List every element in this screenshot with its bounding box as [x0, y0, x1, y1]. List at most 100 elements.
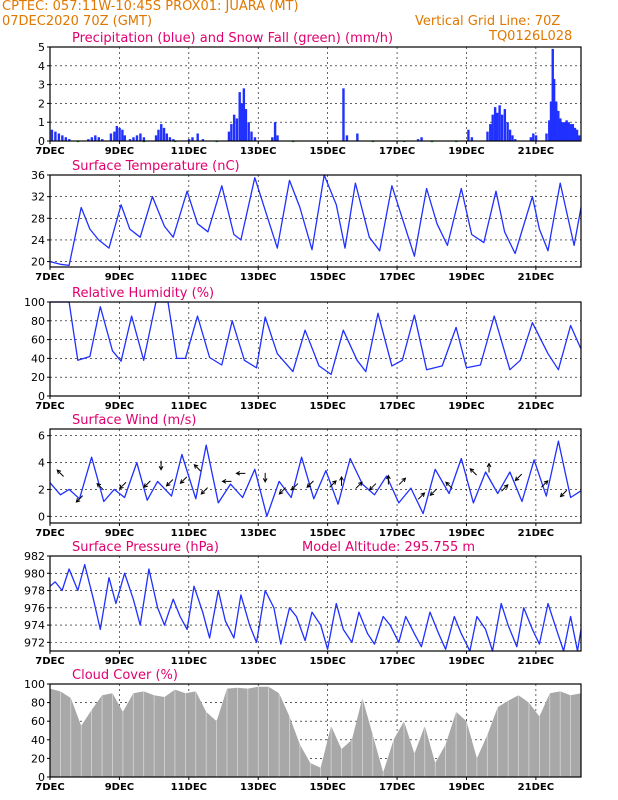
wind-vector: [445, 481, 453, 489]
y-tick-label: 3: [38, 79, 45, 92]
x-tick-label: 19DEC: [448, 782, 484, 793]
wind-vector: [235, 470, 246, 476]
x-tick-label: 17DEC: [379, 656, 415, 667]
y-tick-label: 6: [38, 430, 45, 443]
x-tick-label: 15DEC: [309, 401, 345, 412]
x-tick-label: 9DEC: [105, 528, 134, 539]
wind-vector: [368, 483, 377, 491]
bar: [500, 114, 504, 141]
bar: [573, 127, 577, 141]
y-tick-label: 100: [24, 296, 45, 309]
wind-vector: [541, 480, 549, 488]
panel-title: Surface Wind (m/s): [72, 413, 196, 428]
series-line: [49, 563, 582, 652]
panel-title: Precipitation (blue) and Snow Fall (gree…: [72, 31, 393, 46]
panel-annotation: Model Altitude: 295.755 m: [302, 540, 475, 555]
bar: [113, 131, 116, 141]
bar: [61, 135, 64, 141]
x-tick-label: 9DEC: [105, 146, 134, 157]
bar: [227, 131, 231, 141]
y-tick-label: 972: [24, 636, 45, 649]
bar: [467, 129, 470, 141]
x-tick-label: 15DEC: [309, 272, 345, 283]
bar: [162, 127, 166, 141]
bar: [118, 127, 121, 141]
header-grid-line: Vertical Grid Line: 70Z: [415, 14, 561, 29]
x-tick-label: 7DEC: [35, 656, 64, 667]
bar: [532, 133, 535, 141]
bar: [135, 135, 139, 141]
bar: [529, 137, 533, 141]
bar: [90, 137, 94, 141]
wind-vector: [514, 473, 523, 482]
wind-vector: [193, 464, 202, 472]
bar: [87, 139, 90, 141]
plot-frame: [49, 555, 582, 652]
x-tick-label: 7DEC: [35, 272, 64, 283]
wind-vector: [278, 487, 287, 495]
bar: [489, 124, 492, 141]
y-tick-label: 0: [38, 510, 45, 523]
bar: [57, 133, 61, 141]
x-tick-label: 21DEC: [518, 528, 554, 539]
y-tick-label: 80: [31, 697, 45, 710]
bar: [491, 114, 494, 141]
series-line: [49, 174, 582, 267]
bar: [168, 137, 172, 141]
bar: [238, 92, 241, 141]
x-tick-label: 17DEC: [379, 528, 415, 539]
header-code: TQ0126L028: [489, 29, 573, 44]
x-tick-label: 11DEC: [171, 272, 207, 283]
bar: [514, 139, 517, 141]
header-run-date: 07DEC2020 70Z (GMT): [2, 14, 153, 29]
plot-frame: [49, 428, 582, 524]
wind-vector: [329, 480, 337, 488]
bar: [191, 137, 194, 141]
x-tick-label: 19DEC: [448, 528, 484, 539]
bar: [577, 135, 581, 141]
bar: [567, 122, 570, 141]
bar: [139, 133, 142, 141]
y-tick-label: 5: [38, 41, 45, 54]
plot-frame: [49, 46, 582, 142]
wind-vector: [158, 460, 164, 471]
panel-rh: 0 20 40 60 80 100 7DEC 9DEC 11DEC 13DEC 15DEC 17DEC…: [24, 286, 582, 412]
x-tick-label: 13DEC: [240, 272, 276, 283]
y-tick-label: 0: [38, 390, 45, 403]
wind-vector: [56, 469, 64, 477]
y-tick-label: 976: [24, 602, 45, 615]
x-tick-label: 11DEC: [171, 146, 207, 157]
bar: [569, 124, 572, 141]
x-tick-label: 19DEC: [448, 401, 484, 412]
panel-pressure: 972 974 976 978 980 982 7DEC 9DEC 11DEC 13DEC 15DE…: [24, 540, 582, 667]
y-tick-label: 4: [38, 60, 45, 73]
y-tick-label: 2: [38, 483, 45, 496]
bar: [196, 133, 199, 141]
y-tick-label: 0: [38, 135, 45, 148]
x-tick-label: 9DEC: [105, 656, 134, 667]
y-tick-label: 60: [31, 715, 45, 728]
wind-vector: [398, 477, 407, 485]
y-tick-label: 24: [31, 234, 45, 247]
bar: [160, 124, 163, 141]
bar: [50, 129, 54, 141]
panel-temp: 20 24 28 32 36 7DEC 9DEC 11DEC 13DEC 15DEC 17DEC 19…: [31, 159, 582, 283]
wind-vector: [118, 481, 127, 490]
x-tick-label: 21DEC: [518, 146, 554, 157]
bar: [273, 122, 277, 141]
bar: [121, 129, 124, 141]
y-tick-label: 980: [24, 567, 45, 580]
bar: [232, 114, 236, 141]
series-line: [49, 440, 582, 517]
bar: [240, 103, 243, 141]
wind-vector: [143, 480, 151, 488]
x-tick-label: 15DEC: [309, 656, 345, 667]
wind-vector: [306, 480, 314, 488]
y-tick-label: 60: [31, 334, 45, 347]
bar: [68, 139, 71, 141]
plot-frame: [49, 301, 582, 397]
wind-vector: [165, 479, 174, 487]
x-tick-label: 15DEC: [309, 528, 345, 539]
wind-vector: [429, 488, 438, 497]
bar: [470, 137, 474, 141]
